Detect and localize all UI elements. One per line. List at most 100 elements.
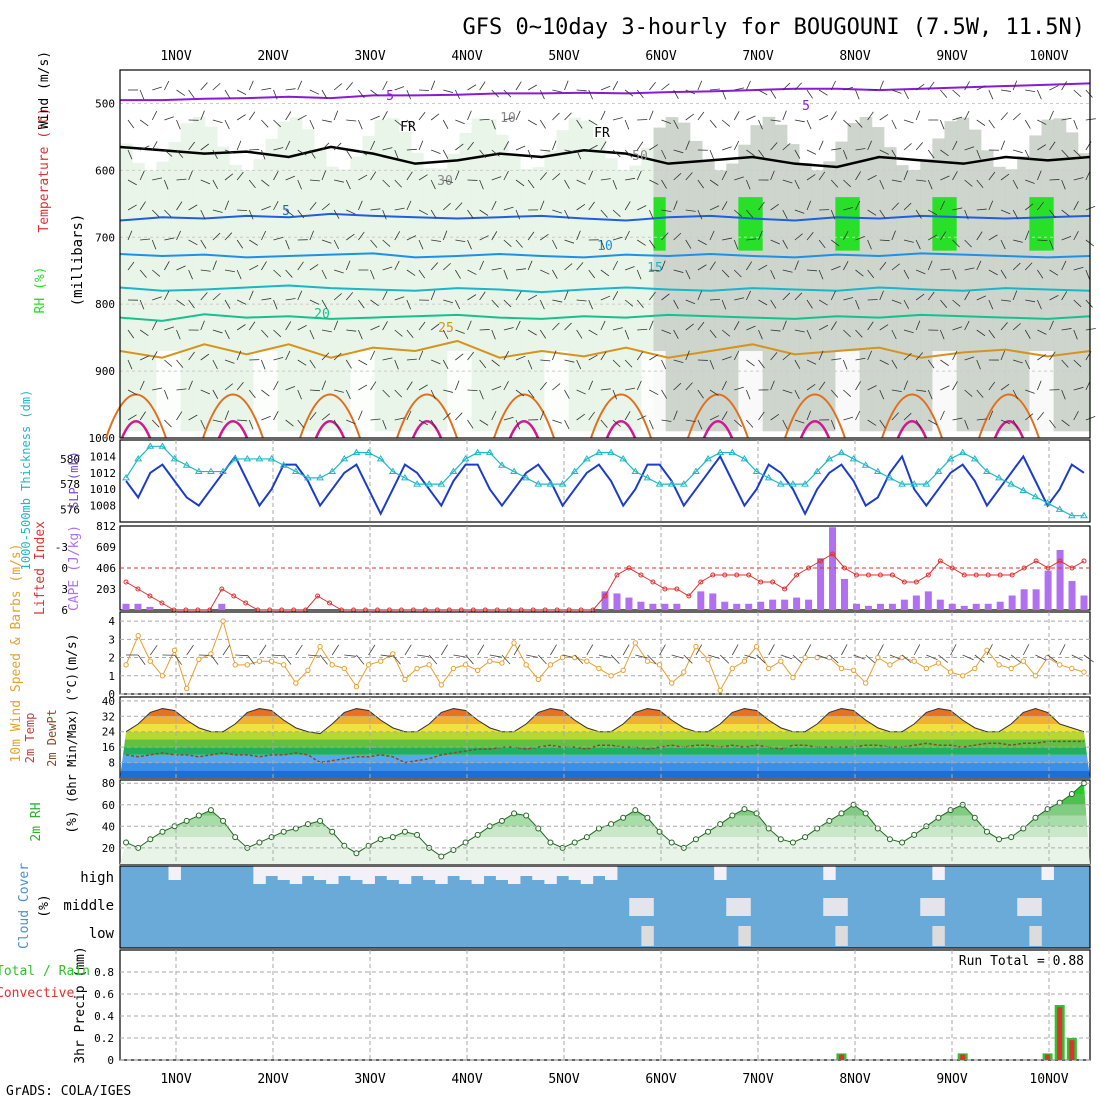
wind10m-barb bbox=[453, 655, 465, 657]
wind10m-barb bbox=[623, 645, 629, 655]
slp-line bbox=[126, 456, 1084, 513]
precip-tick-label: 0.2 bbox=[94, 1032, 114, 1045]
pressure-tick-label: 900 bbox=[95, 365, 115, 378]
cape-bar bbox=[841, 579, 848, 610]
wind10m-barb bbox=[296, 645, 303, 655]
x-tick-label-top: 2NOV bbox=[257, 49, 288, 64]
precip-tick-label: 0 bbox=[107, 1054, 114, 1067]
wind10m-point bbox=[342, 666, 346, 670]
x-tick-label-bottom: 10NOV bbox=[1029, 1072, 1068, 1087]
y-tick-label: 60 bbox=[102, 799, 115, 812]
cloud-middle-gap bbox=[726, 898, 738, 916]
x-tick-label-top: 4NOV bbox=[451, 49, 482, 64]
wind10m-barb bbox=[405, 645, 411, 655]
wind10m-point bbox=[488, 659, 492, 663]
rh2m-point bbox=[633, 808, 638, 813]
wind10m-barb bbox=[211, 655, 218, 665]
cloud-axis-label: Cloud Cover bbox=[17, 863, 32, 949]
cape-bar bbox=[1045, 571, 1052, 610]
rh-shade bbox=[338, 169, 351, 431]
cape-bar bbox=[1021, 589, 1028, 610]
wind10m-point bbox=[621, 668, 625, 672]
rh-dry-plume bbox=[447, 351, 460, 438]
wind10m-point bbox=[330, 663, 334, 667]
x-tick-label-bottom: 7NOV bbox=[742, 1072, 773, 1087]
cloud-high-gap bbox=[326, 866, 338, 884]
contour-label: 10 bbox=[597, 239, 613, 254]
wind10m-barb bbox=[878, 644, 884, 655]
precip-conv-bar bbox=[1069, 1040, 1074, 1060]
wind10m-barb bbox=[744, 655, 755, 659]
rh-shade bbox=[278, 121, 291, 431]
precip-conv-bar bbox=[1045, 1055, 1050, 1061]
wind10m-point bbox=[766, 666, 770, 670]
wind10m-axis-label: 10m Wind Speed & Barbs (m/s) bbox=[9, 543, 24, 762]
rh2m-point bbox=[900, 840, 905, 845]
y-tick-label: 8 bbox=[108, 757, 115, 770]
rh2m-point bbox=[997, 837, 1002, 842]
cape-bar bbox=[877, 604, 884, 610]
rh-shade bbox=[423, 168, 436, 431]
cape-bar bbox=[781, 600, 788, 610]
wind-axis-label: Wind (m/s) bbox=[37, 51, 52, 129]
y-tick-label: 3 bbox=[108, 633, 115, 646]
wind10m-point bbox=[318, 644, 322, 648]
pressure-tick-label: 500 bbox=[95, 97, 115, 110]
cloud-high-gap bbox=[399, 866, 411, 884]
cape-bar bbox=[709, 593, 716, 610]
y-tick-label: 2 bbox=[108, 652, 115, 665]
rh-saturated-shade bbox=[738, 197, 751, 251]
wind10m-point bbox=[791, 675, 795, 679]
cape-bar bbox=[649, 604, 656, 610]
cape-bar bbox=[134, 604, 141, 610]
cape-bar bbox=[829, 527, 836, 610]
cloud-high-gap bbox=[387, 866, 399, 880]
precip-tick-label: 0.6 bbox=[94, 988, 114, 1001]
wind10m-point bbox=[257, 659, 261, 663]
wind10m-barb bbox=[538, 655, 546, 664]
wind10m-barb bbox=[781, 655, 792, 659]
cloud-middle-gap bbox=[1029, 898, 1041, 916]
rh2m-point bbox=[402, 829, 407, 834]
rh-dry-plume bbox=[932, 351, 945, 438]
rh2m-point bbox=[281, 829, 286, 834]
cloud-high-gap bbox=[447, 866, 459, 876]
cloud-units-label: (%) bbox=[37, 894, 52, 917]
wind10m-point bbox=[754, 644, 758, 648]
cloud-middle-gap bbox=[641, 898, 653, 916]
chart-title: GFS 0~10day 3-hourly for BOUGOUNI (7.5W,… bbox=[462, 15, 1085, 40]
rh-shade bbox=[1005, 169, 1018, 431]
y-tick-label: 40 bbox=[102, 695, 115, 708]
precip-conv-bar bbox=[839, 1055, 844, 1061]
y-tick-label: 16 bbox=[102, 741, 115, 754]
cloud-high-gap bbox=[532, 866, 544, 880]
y-tick-label: 20 bbox=[102, 842, 115, 855]
cape-bar bbox=[1069, 581, 1076, 610]
rh-shade bbox=[302, 129, 315, 431]
cloud-high-gap bbox=[823, 866, 835, 880]
wind10m-barb bbox=[356, 655, 364, 664]
rh-shade bbox=[629, 165, 642, 431]
x-tick-label-top: 9NOV bbox=[936, 49, 967, 64]
wind10m-barb bbox=[611, 655, 619, 664]
wind10m-point bbox=[973, 666, 977, 670]
wind-barb bbox=[868, 299, 878, 300]
wind10m-point bbox=[839, 666, 843, 670]
lifted-axis-label: Lifted Index bbox=[33, 521, 48, 615]
rh-shade bbox=[726, 164, 739, 432]
wind10m-barb bbox=[1011, 655, 1021, 662]
wind10m-barb bbox=[259, 645, 266, 655]
wind10m-point bbox=[366, 663, 370, 667]
slp-tick-label: 1014 bbox=[90, 450, 117, 463]
cape-bar bbox=[146, 607, 153, 610]
rh-shade bbox=[617, 170, 630, 431]
rh-shade bbox=[993, 167, 1006, 431]
rh2m-point bbox=[669, 840, 674, 845]
cloud-high-gap bbox=[302, 866, 314, 876]
rh2m-point bbox=[730, 813, 735, 818]
cape-bar bbox=[889, 604, 896, 610]
y-tick-label: 1 bbox=[108, 670, 115, 683]
wind10m-point bbox=[221, 619, 225, 623]
rh-shade bbox=[532, 167, 545, 431]
